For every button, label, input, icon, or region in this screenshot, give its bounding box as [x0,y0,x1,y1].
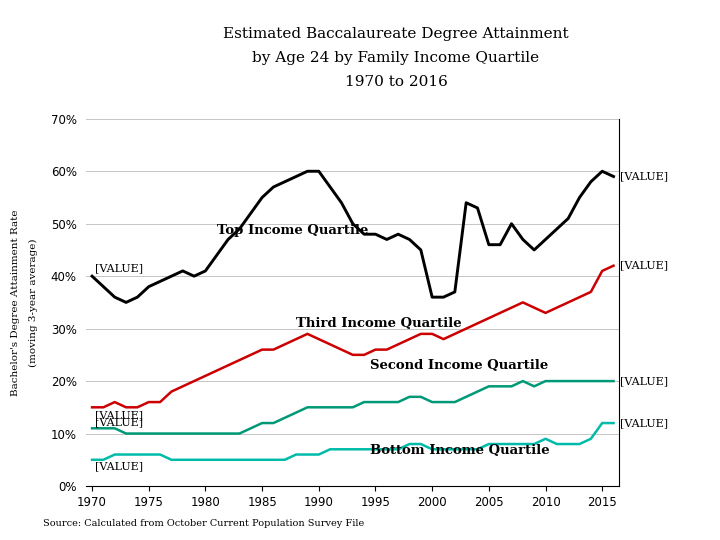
Text: by Age 24 by Family Income Quartile: by Age 24 by Family Income Quartile [253,51,539,65]
Text: [VALUE]: [VALUE] [96,461,143,471]
Text: 1970 to 2016: 1970 to 2016 [345,75,447,89]
Text: Bottom Income Quartile: Bottom Income Quartile [370,444,549,457]
Text: Top Income Quartile: Top Income Quartile [217,224,368,237]
Text: [VALUE]: [VALUE] [96,417,143,427]
Text: [VALUE]: [VALUE] [621,261,668,271]
Text: Bachelor's Degree Attainment Rate: Bachelor's Degree Attainment Rate [12,209,20,396]
Text: Second Income Quartile: Second Income Quartile [370,359,548,372]
Text: Source: Calculated from October Current Population Survey File: Source: Calculated from October Current … [43,519,364,529]
Text: [VALUE]: [VALUE] [621,418,668,428]
Text: Third Income Quartile: Third Income Quartile [296,316,462,330]
Text: Estimated Baccalaureate Degree Attainment: Estimated Baccalaureate Degree Attainmen… [223,27,569,41]
Text: [VALUE]: [VALUE] [96,410,143,420]
Text: [VALUE]: [VALUE] [96,264,143,274]
Text: [VALUE]: [VALUE] [621,376,668,386]
Text: (moving 3-year average): (moving 3-year average) [30,238,38,367]
Text: [VALUE]: [VALUE] [621,172,668,181]
